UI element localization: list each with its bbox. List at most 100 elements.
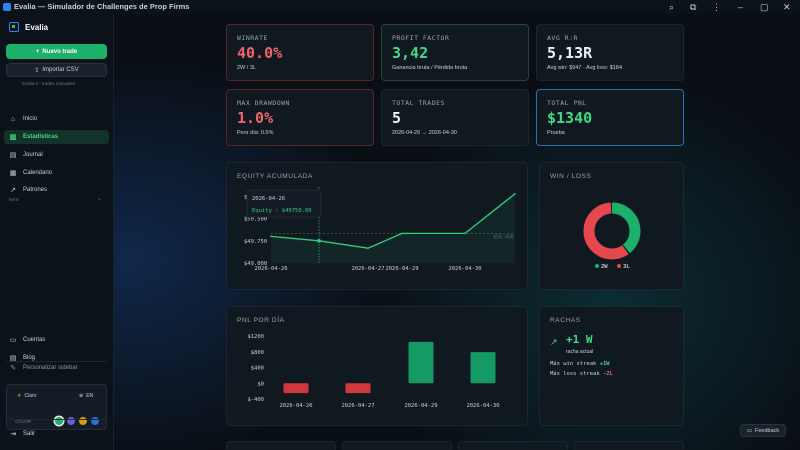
sidebar-item-patrones[interactable]: ↗ Patrones — [4, 183, 109, 197]
y-tick-label: $0 — [257, 381, 264, 387]
sidebar-item-estadisticas[interactable]: ▥ Estadísticas — [4, 130, 109, 144]
brand-name: Evalia — [25, 23, 49, 32]
light-theme-button[interactable]: ☀ Claro — [11, 390, 56, 402]
kpi-value: 40.0% — [237, 44, 283, 62]
kpi-subtitle: 2026-04-26 → 2026-04-30 — [392, 130, 457, 136]
y-tick-label: $49.750 — [244, 239, 267, 245]
sidebar-item-blog[interactable]: ▤ Blog — [4, 351, 109, 365]
equity-point[interactable] — [367, 247, 369, 249]
globe-icon: ⊕ — [79, 393, 84, 399]
kpi-subtitle: Ganancia bruta / Pérdida bruta — [392, 65, 468, 71]
sidebar-item-label: Inicio — [23, 116, 38, 122]
kpi-label: TOTAL TRADES — [392, 99, 445, 107]
kpi-value: 1.0% — [237, 109, 274, 127]
close-icon[interactable]: ✕ — [783, 2, 791, 12]
color-swatch[interactable] — [55, 417, 63, 425]
max-win-streak-label: Máx win streak — [550, 361, 597, 367]
equity-title: EQUITY ACUMULADA — [237, 173, 313, 180]
minimize-icon[interactable]: – — [738, 2, 744, 12]
current-streak: +1 W — [566, 333, 593, 346]
logout-label: Salir — [23, 431, 36, 437]
donut-slice-2w[interactable] — [583, 202, 641, 260]
x-tick-label: 2026-04-27 — [341, 403, 374, 409]
divider — [6, 419, 107, 420]
color-swatch[interactable] — [67, 417, 75, 425]
equity-point[interactable] — [317, 239, 321, 243]
kpi-value: $1340 — [547, 109, 593, 127]
equity-point[interactable] — [270, 235, 272, 238]
legend-dot — [617, 264, 621, 268]
pnl-bar[interactable] — [283, 383, 309, 394]
equity-tooltip — [246, 189, 322, 218]
pnl-card: PNL POR DÍA $1200 $800 $400 $0 $-400 2026-04-… — [226, 306, 528, 426]
new-trade-button[interactable]: + Nuevo trade — [6, 44, 107, 59]
import-csv-button[interactable]: ⇪ Importar CSV — [6, 63, 107, 77]
pnl-chart[interactable]: $1200 $800 $400 $0 $-400 2026-04-26 2026-04-27… — [227, 307, 529, 427]
rachas-title: RACHAS — [550, 317, 581, 324]
equity-chart[interactable]: $49.000$49.750$50.500$51.250$50.0002026-… — [227, 163, 529, 291]
pnl-bar[interactable] — [470, 352, 496, 384]
sidebar-item-journal[interactable]: ▤ Journal — [4, 148, 109, 162]
divider — [6, 361, 107, 362]
max-loss-streak: Máx loss streak -2L — [550, 371, 613, 377]
sidebar-item-label: Blog — [23, 355, 36, 361]
language-button[interactable]: ⊕ EN — [73, 390, 118, 402]
max-loss-streak-label: Máx loss streak — [550, 371, 600, 377]
equity-line — [270, 193, 516, 249]
feedback-label: Feedback — [755, 427, 780, 434]
y-tick-label: $1200 — [247, 334, 264, 340]
card-stub — [574, 441, 684, 450]
search-icon[interactable]: ⌕ — [669, 2, 675, 12]
sidebar-note: Evalia 0 · trades manuales — [22, 81, 76, 86]
more-options-icon[interactable]: ⋮ — [712, 2, 721, 12]
sun-icon: ☀ — [17, 393, 22, 399]
winloss-card: WIN / LOSS 2W 3L — [539, 162, 684, 290]
color-swatch[interactable] — [91, 417, 99, 425]
color-swatch[interactable] — [79, 417, 87, 425]
bar-chart-icon: ▥ — [9, 134, 17, 141]
sidebar-item-label: Patrones — [23, 187, 48, 193]
feedback-button[interactable]: ▭ Feedback — [740, 424, 786, 437]
app-icon — [3, 3, 11, 11]
sidebar-item-label: Journal — [23, 152, 43, 158]
kpi-label: AVG R:R — [547, 34, 578, 42]
equity-point[interactable] — [514, 192, 516, 195]
kpi-value: 5 — [392, 109, 402, 127]
y-tick-label: $49.000 — [244, 261, 267, 267]
kpi-label: TOTAL PNL — [547, 99, 587, 107]
max-win-streak: Máx win streak +1W — [550, 361, 610, 367]
pnl-bar[interactable] — [408, 341, 434, 384]
pnl-bar[interactable] — [345, 383, 371, 394]
card-stub — [226, 441, 336, 450]
kpi-value: 5,13R — [547, 44, 593, 62]
sidebar-item-calendario[interactable]: ▦ Calendario — [4, 166, 109, 180]
maximize-icon[interactable]: ▢ — [760, 2, 769, 12]
extensions-icon[interactable]: ⧉ — [690, 2, 697, 12]
equity-point[interactable] — [401, 232, 403, 235]
color-label: COLOR — [15, 419, 32, 424]
kpi-card-total-trades: TOTAL TRADES 5 2026-04-26 → 2026-04-30 — [381, 89, 529, 146]
donut-slice-3l[interactable] — [583, 202, 641, 260]
current-streak-label: racha actual — [566, 349, 594, 355]
sidebar-item-cuentas[interactable]: ▭ Cuentas — [4, 333, 109, 347]
kpi-label: PROFIT FACTOR — [392, 34, 450, 42]
winloss-donut[interactable]: 2W 3L — [540, 163, 685, 291]
kpi-value: 3,42 — [392, 44, 429, 62]
personalize-sidebar-label: Personalizar sidebar — [23, 365, 78, 371]
personalize-sidebar-button[interactable]: ✎ Personalizar sidebar — [4, 361, 109, 375]
kpi-label: WINRATE — [237, 34, 268, 42]
window-title: Evalia — Simulador de Challenges de Prop… — [14, 2, 190, 11]
card-stub — [342, 441, 452, 450]
home-icon: ⌂ — [10, 115, 16, 123]
journal-icon: ▤ — [9, 152, 17, 159]
chevron-down-icon[interactable]: ⌄ — [97, 196, 103, 202]
max-win-streak-value: +1W — [599, 361, 610, 367]
kpi-card-max-drawdown: MAX DRAWDOWN 1.0% Peor día: 0.5% — [226, 89, 374, 146]
equity-point[interactable] — [464, 232, 466, 235]
sidebar-item-label: Calendario — [23, 170, 53, 176]
kpi-label: MAX DRAWDOWN — [237, 99, 290, 107]
equity-area — [271, 193, 515, 263]
y-tick-label: $400 — [251, 366, 264, 372]
sidebar-item-inicio[interactable]: ⌂ Inicio — [4, 112, 109, 126]
logout-button[interactable]: ⇥ Salir — [4, 427, 109, 441]
